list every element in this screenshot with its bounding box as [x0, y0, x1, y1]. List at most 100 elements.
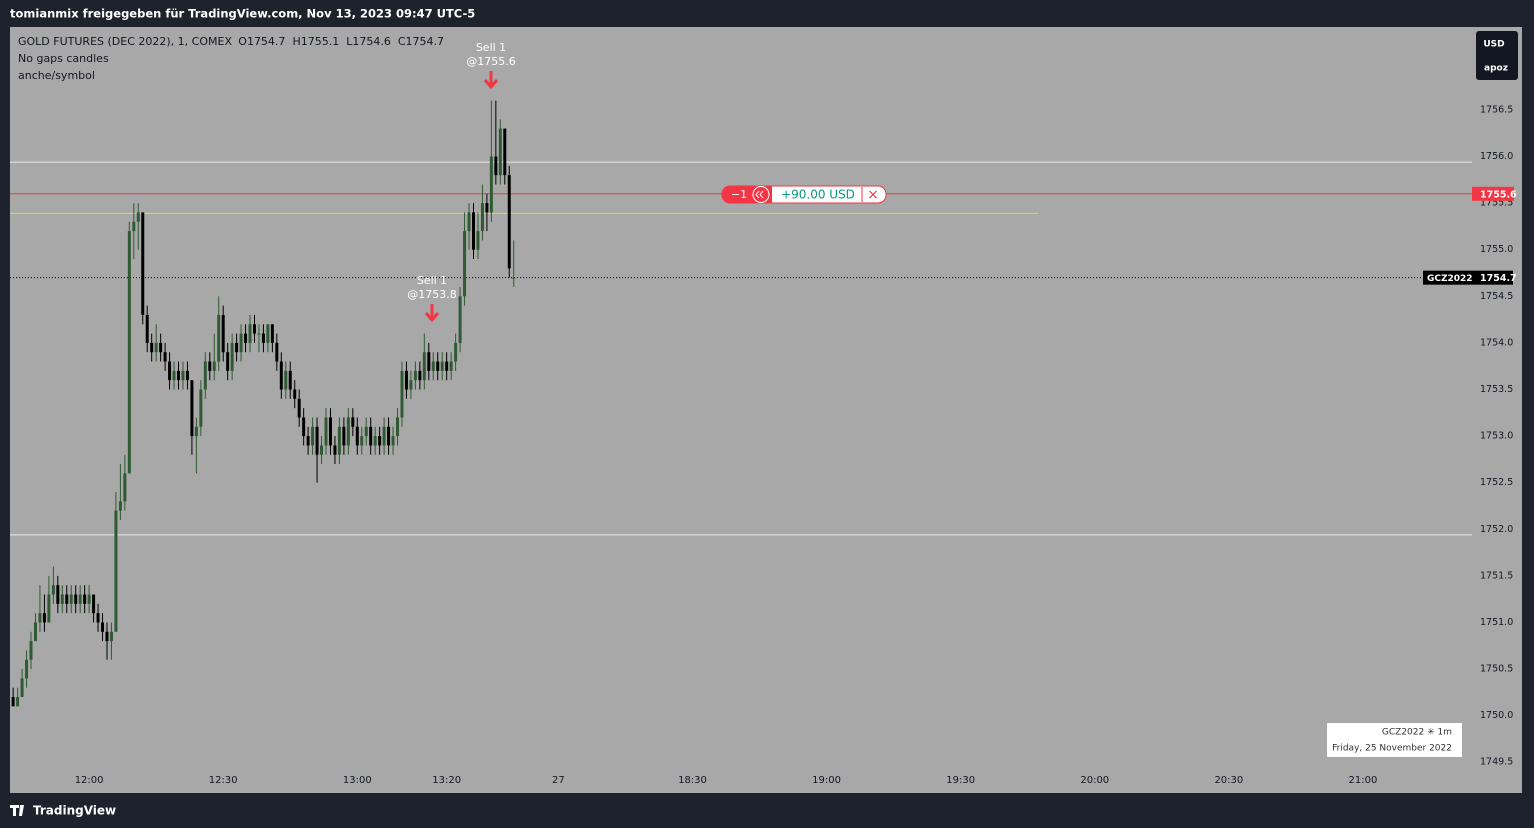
candle-body: [87, 594, 91, 604]
candle-body: [418, 370, 422, 381]
candle-body: [494, 156, 498, 176]
candle-body: [96, 613, 100, 623]
candle-body: [154, 342, 158, 353]
candle-body: [65, 594, 69, 604]
account-button[interactable]: apoz: [1484, 64, 1508, 74]
y-tick-label: 1751.0: [1480, 617, 1513, 628]
x-tick-label: 20:30: [1214, 775, 1243, 786]
candle-body: [217, 314, 221, 362]
candle-body: [369, 426, 373, 446]
candle-body: [168, 361, 172, 381]
candle-body: [373, 436, 377, 446]
candle-body: [351, 417, 355, 427]
qty[interactable]: −1: [731, 188, 747, 201]
candle-body: [297, 398, 301, 418]
candle-body: [150, 342, 154, 353]
candle-body: [141, 212, 145, 315]
pnl: +90.00 USD: [781, 188, 855, 202]
legend-high: H1755.1: [292, 35, 339, 48]
candle-body: [69, 594, 73, 604]
candle-body: [159, 342, 163, 353]
candle-body: [400, 370, 404, 418]
candle-body: [244, 333, 248, 343]
candle-body: [29, 641, 33, 660]
candle-body: [315, 426, 319, 455]
candle-body: [20, 678, 24, 698]
annotation-price: @1753.8: [407, 288, 457, 301]
candle-body: [212, 361, 216, 371]
candle-body: [252, 324, 256, 334]
candle-body: [235, 342, 239, 353]
candle-body: [355, 426, 359, 446]
candle-body: [293, 389, 297, 399]
candle-body: [467, 212, 471, 232]
y-tick-label: 1751.5: [1480, 570, 1513, 581]
candle-body: [378, 436, 382, 446]
x-tick-label: 19:30: [946, 775, 975, 786]
candle-body: [387, 426, 391, 446]
candle-body: [101, 622, 105, 632]
candle-body: [74, 594, 78, 604]
candle-body: [279, 361, 283, 390]
candle-body: [127, 231, 131, 474]
candle-body: [409, 380, 413, 390]
candle-body: [11, 697, 15, 707]
candle-body: [512, 277, 516, 279]
candle-body: [463, 231, 467, 297]
candle-body: [445, 361, 449, 371]
candle-body: [471, 212, 475, 250]
candle-body: [257, 333, 261, 335]
position-widget[interactable]: −1 +90.00 USD ×: [721, 185, 887, 204]
candle-body: [33, 622, 37, 642]
x-tick-label: 27: [552, 775, 565, 786]
order-price-label: 1755.6: [1480, 189, 1517, 200]
candle-body: [194, 426, 198, 437]
candle-body: [275, 342, 279, 362]
candle-body: [114, 510, 118, 632]
candle-body: [342, 426, 346, 446]
top-right-panel: [1476, 31, 1518, 80]
candle-body: [60, 594, 64, 604]
order-price-tag: [1472, 186, 1514, 201]
candle-body: [105, 631, 109, 642]
annotation-text: Sell 1: [417, 274, 447, 287]
y-tick-label: 1755.5: [1480, 198, 1513, 209]
candle-body: [480, 203, 484, 232]
legend-open: O1754.7: [238, 35, 285, 48]
candle-body: [51, 585, 55, 595]
candle-body: [78, 594, 82, 604]
candle-body: [208, 361, 212, 371]
footer-brand: TradingView: [33, 804, 116, 818]
close-button[interactable]: ×: [867, 187, 879, 203]
y-tick-label: 1755.0: [1480, 244, 1513, 255]
logo: [10, 805, 24, 816]
candle-body: [346, 417, 350, 446]
symbol-label: GCZ2022: [1427, 274, 1473, 284]
annotation-text: Sell 1: [476, 41, 506, 54]
sell-arrow: [424, 304, 440, 323]
candle-body: [118, 501, 122, 511]
legend-line: anche/symbol: [18, 69, 95, 82]
candle-body: [440, 361, 444, 371]
candle-body: [38, 613, 42, 623]
candle-body: [261, 333, 265, 343]
y-tick-label: 1753.0: [1480, 431, 1513, 442]
y-tick-label: 1756.0: [1480, 151, 1513, 162]
info-box: [1327, 723, 1462, 757]
candle-body: [132, 221, 136, 232]
candle-body: [172, 370, 176, 381]
y-tick-label: 1754.5: [1480, 291, 1513, 302]
reverse-button[interactable]: [752, 186, 770, 203]
candle-body: [288, 370, 292, 390]
candle-body: [413, 370, 417, 381]
last-price-tag: [1423, 270, 1513, 285]
currency-button[interactable]: USD: [1483, 40, 1504, 50]
candle-body: [136, 212, 140, 222]
candle-body: [203, 361, 207, 390]
candle-body: [190, 380, 194, 437]
candle-body: [177, 370, 181, 381]
candle-body: [489, 156, 493, 213]
last-price-label: 1754.7: [1480, 273, 1517, 284]
info-symbol: GCZ2022 ✳ 1m: [1382, 728, 1452, 738]
